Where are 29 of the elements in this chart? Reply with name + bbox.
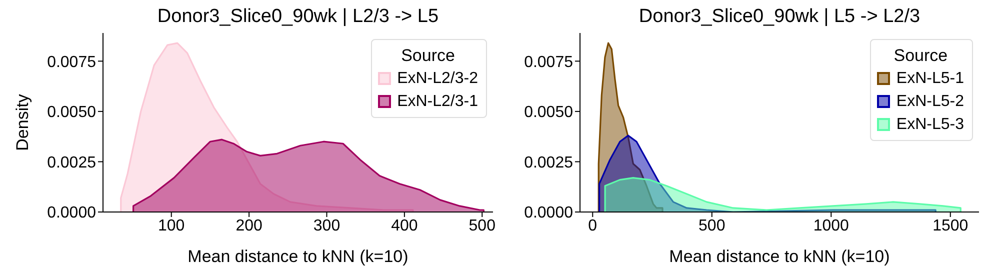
y-tick-label: 0.0075 xyxy=(524,54,574,71)
y-tick-label: 0.0025 xyxy=(524,154,574,172)
legend-title: Source xyxy=(892,45,949,67)
x-tick-label: 500 xyxy=(698,217,726,234)
y-axis-title: Density xyxy=(13,94,32,151)
legend-title: Source xyxy=(400,45,456,67)
x-tick-label: 300 xyxy=(313,217,340,234)
chart-title: Donor3_Slice0_90wk | L5 -> L2/3 xyxy=(638,6,922,28)
x-tick-label: 1000 xyxy=(813,217,850,234)
y-tick-label: 0.0000 xyxy=(524,204,574,222)
chart-title: Donor3_Slice0_90wk | L2/3 -> L5 xyxy=(156,6,440,28)
x-tick-label: 0 xyxy=(588,217,598,234)
x-axis-title: Mean distance to kNN (k=10) xyxy=(669,247,890,266)
y-tick-label: 0.0025 xyxy=(47,154,96,172)
y-tick-label: 0.0050 xyxy=(524,104,574,122)
x-tick-label: 100 xyxy=(158,217,185,234)
legend-label: ExN-L5-3 xyxy=(896,115,964,135)
legend-label: ExN-L2/3-1 xyxy=(397,92,478,112)
legend-label: ExN-L2/3-2 xyxy=(397,69,478,89)
y-tick-label: 0.0000 xyxy=(47,204,96,222)
legend-label: ExN-L5-1 xyxy=(896,69,964,89)
x-tick-label: 400 xyxy=(391,217,418,234)
x-tick-label: 500 xyxy=(468,217,496,234)
x-tick-label: 200 xyxy=(236,217,262,234)
legend-label: ExN-L5-2 xyxy=(896,92,964,112)
x-tick-label: 1500 xyxy=(932,217,968,234)
y-tick-label: 0.0075 xyxy=(47,54,96,71)
y-tick-label: 0.0050 xyxy=(47,104,96,122)
x-axis-title: Mean distance to kNN (k=10) xyxy=(188,247,408,266)
